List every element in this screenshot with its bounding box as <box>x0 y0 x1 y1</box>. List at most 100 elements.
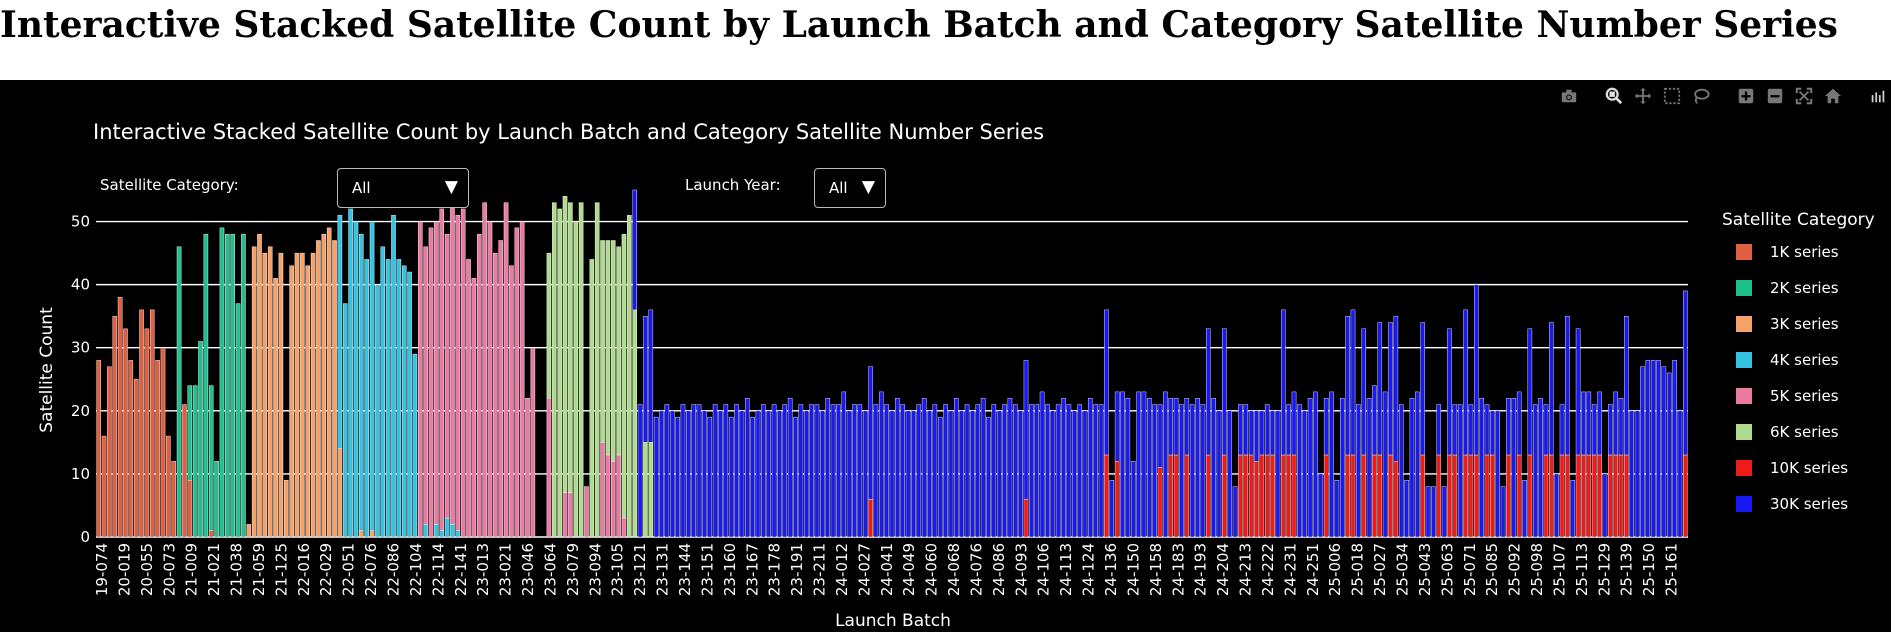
bar-5k-series[interactable] <box>460 208 466 538</box>
bar-5k-series[interactable] <box>428 227 434 538</box>
bar-30k-series[interactable] <box>1098 404 1104 538</box>
bar-30k-series[interactable] <box>1318 473 1324 538</box>
lasso-icon[interactable] <box>1689 85 1712 107</box>
bar-30k-series[interactable] <box>1366 398 1372 538</box>
bar-4k-series[interactable] <box>434 524 439 538</box>
bar-10k-series[interactable] <box>1168 454 1174 538</box>
bar-5k-series[interactable] <box>605 454 611 538</box>
bar-4k-series[interactable] <box>353 221 359 538</box>
bar-10k-series[interactable] <box>1205 454 1211 538</box>
bar-3k-series[interactable] <box>257 233 262 538</box>
bar-30k-series[interactable] <box>1409 398 1415 538</box>
bar-30k-series[interactable] <box>1415 391 1420 538</box>
bar-30k-series[interactable] <box>1511 398 1517 538</box>
bar-30k-series[interactable] <box>1479 398 1484 538</box>
bar-10k-series[interactable] <box>1468 454 1474 538</box>
bar-30k-series[interactable] <box>1179 404 1184 538</box>
bar-2k-series[interactable] <box>219 227 225 538</box>
bar-5k-series[interactable] <box>616 454 621 538</box>
bar-30k-series[interactable] <box>868 366 873 500</box>
bar-30k-series[interactable] <box>1629 410 1635 538</box>
bar-6k-series[interactable] <box>594 202 600 538</box>
bar-30k-series[interactable] <box>1634 410 1640 538</box>
bar-3k-series[interactable] <box>289 265 294 538</box>
bar-5k-series[interactable] <box>514 227 520 538</box>
bar-30k-series[interactable] <box>852 404 857 538</box>
bar-5k-series[interactable] <box>525 398 530 538</box>
bar-4k-series[interactable] <box>396 259 402 538</box>
bar-4k-series[interactable] <box>385 259 391 538</box>
bar-6k-series[interactable] <box>643 442 648 538</box>
bar-30k-series[interactable] <box>1339 398 1345 538</box>
bar-10k-series[interactable] <box>1613 454 1618 538</box>
bar-30k-series[interactable] <box>1173 398 1179 456</box>
bar-30k-series[interactable] <box>1259 410 1265 456</box>
bar-30k-series[interactable] <box>1431 486 1436 538</box>
bar-10k-series[interactable] <box>1420 454 1425 538</box>
bar-30k-series[interactable] <box>1114 391 1120 462</box>
bar-30k-series[interactable] <box>761 404 766 538</box>
bar-30k-series[interactable] <box>1222 328 1227 456</box>
bar-30k-series[interactable] <box>787 398 793 538</box>
bar-10k-series[interactable] <box>1618 454 1624 538</box>
bar-1k-series[interactable] <box>155 360 160 538</box>
bar-30k-series[interactable] <box>718 410 723 538</box>
bar-30k-series[interactable] <box>884 404 889 538</box>
bars-layer[interactable] <box>96 189 1688 538</box>
bar-30k-series[interactable] <box>1013 404 1018 538</box>
plotly-logo-icon[interactable] <box>1866 85 1889 107</box>
bar-30k-series[interactable] <box>820 410 825 538</box>
bar-30k-series[interactable] <box>1130 461 1136 538</box>
bar-30k-series[interactable] <box>1307 398 1313 538</box>
bar-6k-series[interactable] <box>568 202 573 494</box>
bar-6k-series[interactable] <box>616 246 621 456</box>
legend-item-3k-series[interactable]: 3K series <box>1722 306 1875 342</box>
bar-30k-series[interactable] <box>1447 328 1452 456</box>
bar-30k-series[interactable] <box>1532 404 1538 538</box>
bar-30k-series[interactable] <box>895 398 900 538</box>
bar-30k-series[interactable] <box>948 410 954 538</box>
bar-30k-series[interactable] <box>750 416 755 538</box>
bar-30k-series[interactable] <box>707 416 713 538</box>
bar-5k-series[interactable] <box>471 278 477 538</box>
bar-30k-series[interactable] <box>1463 309 1468 456</box>
bar-6k-series[interactable] <box>605 240 611 456</box>
bar-5k-series[interactable] <box>423 246 428 525</box>
bar-2k-series[interactable] <box>198 341 203 538</box>
bar-30k-series[interactable] <box>1007 398 1013 538</box>
bar-30k-series[interactable] <box>841 391 847 538</box>
zoom-in-icon[interactable] <box>1734 85 1757 107</box>
bar-30k-series[interactable] <box>777 410 782 538</box>
bar-1k-series[interactable] <box>187 480 193 538</box>
bar-4k-series[interactable] <box>342 303 348 538</box>
bar-30k-series[interactable] <box>1227 410 1232 538</box>
bar-30k-series[interactable] <box>1125 398 1131 538</box>
bar-6k-series[interactable] <box>562 196 568 494</box>
bar-30k-series[interactable] <box>911 410 916 538</box>
bar-10k-series[interactable] <box>1388 454 1393 538</box>
bar-1k-series[interactable] <box>107 366 112 538</box>
bar-10k-series[interactable] <box>1581 454 1586 538</box>
bar-10k-series[interactable] <box>1286 454 1291 538</box>
bar-3k-series[interactable] <box>294 252 300 538</box>
bar-30k-series[interactable] <box>991 404 997 538</box>
bar-30k-series[interactable] <box>1543 404 1549 456</box>
bar-10k-series[interactable] <box>1484 454 1490 538</box>
bar-3k-series[interactable] <box>262 252 268 538</box>
bar-10k-series[interactable] <box>1607 454 1613 538</box>
bar-30k-series[interactable] <box>1039 391 1045 538</box>
bar-30k-series[interactable] <box>1302 410 1308 538</box>
bar-10k-series[interactable] <box>1345 454 1350 538</box>
pan-icon[interactable] <box>1631 85 1654 107</box>
bar-4k-series[interactable] <box>348 208 353 538</box>
bar-30k-series[interactable] <box>1613 391 1618 456</box>
bar-30k-series[interactable] <box>1200 404 1206 538</box>
bar-10k-series[interactable] <box>1323 454 1329 538</box>
bar-30k-series[interactable] <box>1618 398 1624 456</box>
category-dropdown[interactable]: All ▼ <box>337 168 469 208</box>
bar-30k-series[interactable] <box>1457 404 1463 538</box>
bar-30k-series[interactable] <box>857 404 863 538</box>
bar-30k-series[interactable] <box>1388 322 1393 456</box>
bar-10k-series[interactable] <box>1361 454 1366 538</box>
bar-10k-series[interactable] <box>1516 454 1522 538</box>
